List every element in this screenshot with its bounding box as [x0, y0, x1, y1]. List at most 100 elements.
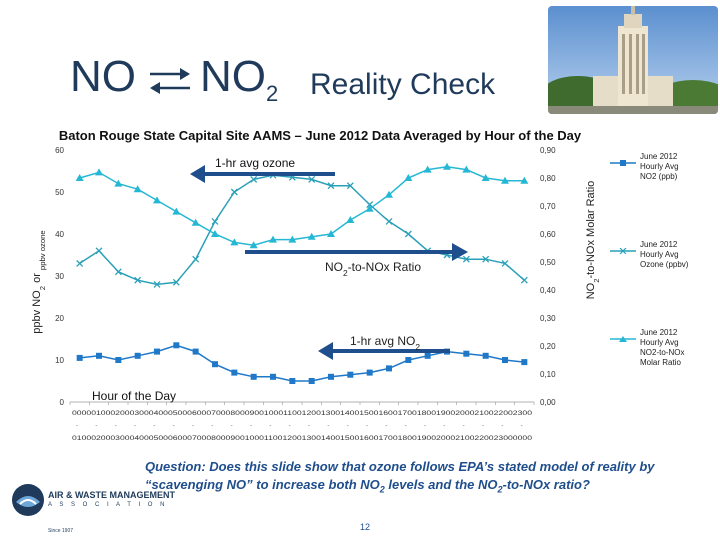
- x-tick-labels-row2: 0100020003000400050006000700080009001000…: [72, 435, 533, 440]
- data-point-ratio: [249, 241, 258, 249]
- data-point-ozone: [134, 276, 142, 284]
- data-point-no2: [328, 373, 334, 380]
- data-point-no2: [502, 357, 508, 363]
- title-no2: NO2: [200, 52, 279, 106]
- y-right-tick-label: 0,00: [540, 398, 556, 407]
- x-tick-dash: -: [424, 423, 426, 429]
- data-point-no2: [386, 365, 392, 372]
- x-tick-dash: -: [308, 423, 310, 429]
- x-tick-dash: -: [289, 423, 291, 429]
- ratio-arrow-label: NO2-to-NOx Ratio: [325, 260, 421, 278]
- data-point-ozone: [308, 175, 316, 183]
- line-chart: 0 10 20 30 40 50 60 0,00 0,10 0,20 0,30 0,40 0,50 0,6…: [31, 146, 601, 440]
- data-point-ozone: [327, 182, 335, 190]
- data-point-ozone: [520, 276, 528, 284]
- data-point-no2: [308, 378, 315, 384]
- data-point-ozone: [114, 268, 122, 276]
- x-tick-dash: -: [482, 423, 484, 429]
- series-line-2: [79, 166, 525, 246]
- ozone-arrow-label: 1-hr avg ozone: [215, 156, 295, 170]
- data-point-ozone: [172, 278, 180, 286]
- x-tick-dash: -: [366, 423, 368, 429]
- awma-logo-icon: [12, 484, 44, 516]
- y-left-tick-label: 10: [55, 356, 64, 365]
- data-point-no2: [347, 371, 354, 378]
- x-tick-dash: -: [463, 423, 465, 429]
- data-point-ratio: [75, 174, 84, 181]
- data-point-ozone: [404, 230, 412, 238]
- series-line-0: [79, 344, 525, 382]
- x-tick-dash: -: [443, 423, 445, 429]
- data-point-ratio: [520, 176, 529, 184]
- data-point-ratio: [443, 162, 451, 170]
- ozone-arrow-head: [190, 165, 205, 183]
- legend-swatch-ozone: [610, 248, 636, 254]
- y-right-tick-label: 0,30: [540, 314, 556, 323]
- data-point-no2: [192, 348, 199, 355]
- x-tick-dash: -: [192, 423, 194, 429]
- title-no: NO: [70, 52, 136, 101]
- data-point-no2: [231, 369, 238, 376]
- data-point-no2: [270, 373, 276, 380]
- data-point-no2: [250, 373, 257, 380]
- x-tick-dash: -: [211, 423, 213, 429]
- legend-swatch-no2: [610, 160, 636, 166]
- y-left-tick-label: 30: [55, 272, 64, 281]
- data-point-no2: [424, 352, 431, 359]
- x-tick-dash: -: [385, 423, 387, 429]
- data-point-ozone: [462, 255, 470, 263]
- y-left-tick-label: 60: [55, 146, 64, 155]
- question-text: Question: Does this slide show that ozon…: [145, 459, 655, 495]
- y-right-tick-label: 0,40: [540, 286, 556, 295]
- x-tick-labels-row1: 0000010002000300040005000600070008000900…: [72, 410, 533, 417]
- data-point-ratio: [423, 165, 432, 173]
- data-point-no2: [96, 352, 102, 359]
- data-point-no2: [521, 359, 528, 366]
- data-point-ratio: [153, 196, 161, 204]
- x-tick-dash: -: [521, 423, 523, 429]
- data-point-no2: [212, 361, 218, 368]
- x-tick-dash: -: [250, 423, 252, 429]
- data-point-no2: [405, 357, 412, 363]
- data-point-no2: [76, 354, 83, 361]
- data-point-ratio: [269, 235, 277, 243]
- data-point-ratio: [307, 232, 316, 240]
- data-point-ratio: [133, 185, 142, 193]
- x-tick-dash: -: [501, 423, 503, 429]
- page-number: 12: [360, 522, 371, 532]
- y-right-tick-label: 0,20: [540, 342, 556, 351]
- x-tick-dash: -: [231, 423, 233, 429]
- data-point-ratio: [346, 216, 355, 223]
- chart-title: Baton Rouge State Capital Site AAMS – Ju…: [58, 128, 582, 143]
- y-right-tick-label: 0,70: [540, 202, 556, 211]
- x-tick-dash: -: [269, 423, 271, 429]
- y-right-tick-label: 0,50: [540, 258, 556, 267]
- y-right-tick-label: 0,90: [540, 146, 556, 155]
- data-point-ratio: [481, 174, 490, 181]
- data-point-ratio: [191, 218, 200, 226]
- data-point-ozone: [230, 188, 238, 196]
- data-point-no2: [482, 352, 489, 359]
- data-point-ratio: [385, 190, 393, 198]
- awma-logo: AIR & WASTE MANAGEMENT A S S O C I A T I…: [8, 476, 175, 538]
- y-left-tick-label: 40: [55, 230, 64, 239]
- x-tick-dash: -: [347, 423, 349, 429]
- series-line-1: [79, 174, 525, 286]
- data-point-no2: [134, 352, 141, 359]
- data-point-no2: [173, 342, 180, 349]
- y-right-tick-label: 0,80: [540, 174, 556, 183]
- x-tick-dash: -: [134, 423, 136, 429]
- data-point-ozone: [211, 217, 219, 225]
- data-point-ratio: [288, 235, 297, 243]
- data-point-ratio: [230, 238, 239, 246]
- data-point-no2: [463, 350, 470, 357]
- data-point-ozone: [95, 247, 103, 255]
- data-point-ratio: [501, 176, 509, 184]
- y-left-tick-label: 20: [55, 314, 64, 323]
- data-point-ratio: [172, 207, 181, 215]
- data-point-ozone: [192, 255, 200, 263]
- y-left-tick-label: 0: [60, 398, 65, 407]
- data-point-ratio: [95, 168, 103, 176]
- data-point-ozone: [250, 175, 258, 183]
- y-right-tick-label: 0,60: [540, 230, 556, 239]
